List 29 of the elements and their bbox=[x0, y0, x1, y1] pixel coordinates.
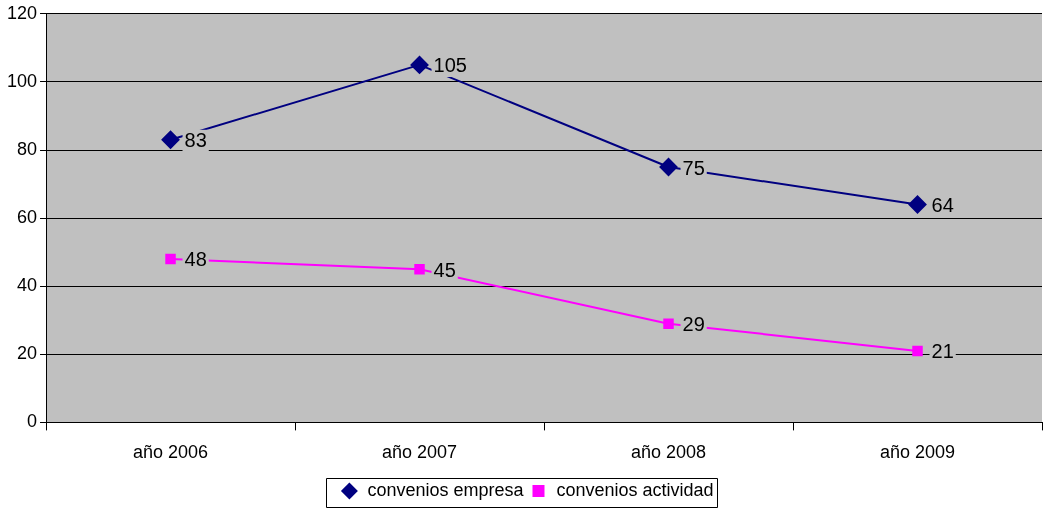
data-label: 29 bbox=[682, 313, 705, 336]
point bbox=[161, 130, 180, 149]
y-tick-label: 100 bbox=[6, 70, 38, 91]
data-label: 21 bbox=[931, 340, 954, 363]
data-label: 75 bbox=[682, 156, 705, 179]
legend-label: convenios actividad bbox=[556, 479, 714, 500]
data-label: 105 bbox=[433, 54, 467, 77]
point bbox=[912, 345, 923, 357]
y-tick-label: 60 bbox=[17, 207, 38, 228]
data-label: 83 bbox=[184, 129, 207, 152]
data-label: 45 bbox=[433, 258, 456, 281]
x-tick-label: año 2007 bbox=[381, 442, 458, 463]
x-tick-label: año 2008 bbox=[630, 442, 707, 463]
y-tick-label: 20 bbox=[17, 343, 38, 364]
y-tick-label: 120 bbox=[6, 2, 38, 23]
x-tick-label: año 2009 bbox=[879, 442, 956, 463]
point bbox=[410, 55, 429, 74]
point bbox=[663, 318, 674, 329]
point bbox=[659, 158, 678, 177]
legend-label: convenios empresa bbox=[367, 479, 525, 500]
x-tick-label: año 2006 bbox=[132, 442, 209, 463]
y-tick-label: 40 bbox=[17, 275, 38, 296]
data-label: 48 bbox=[184, 248, 207, 271]
point bbox=[908, 195, 927, 214]
point bbox=[165, 253, 176, 265]
data-label: 64 bbox=[931, 194, 954, 216]
y-tick-label: 80 bbox=[17, 138, 38, 159]
point bbox=[414, 263, 425, 275]
y-tick-label: 0 bbox=[27, 411, 38, 432]
